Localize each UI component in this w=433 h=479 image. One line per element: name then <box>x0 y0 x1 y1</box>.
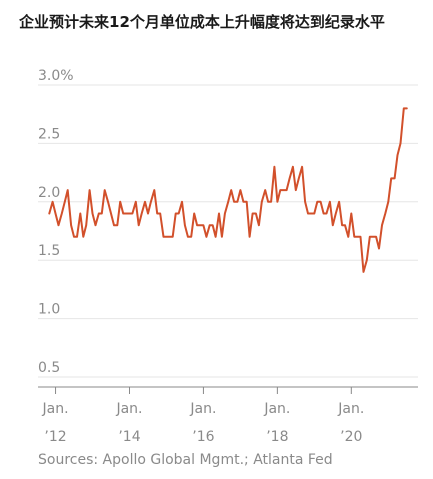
y-tick-label: 2.5 <box>38 126 60 142</box>
x-tick-label: ’14 <box>118 429 140 445</box>
source-note: Sources: Apollo Global Mgmt.; Atlanta Fe… <box>38 452 333 468</box>
x-tick-label: Jan. <box>337 401 364 417</box>
x-tick-label: Jan. <box>115 401 142 417</box>
series-line <box>48 107 408 273</box>
y-tick-label: 2.0 <box>38 185 60 201</box>
x-tick-label: ’16 <box>192 429 214 445</box>
x-tick-label: Jan. <box>189 401 216 417</box>
x-tick-label: ’12 <box>44 429 66 445</box>
y-tick-label: 0.5 <box>38 360 60 376</box>
grid-lines <box>38 84 418 378</box>
x-tick-label: ’18 <box>266 429 288 445</box>
y-tick-label: 3.0% <box>38 68 74 84</box>
y-tick-label: 1.5 <box>38 243 60 259</box>
x-axis: Jan. ’12 Jan. ’14 Jan. ’16 Jan. ’18 Jan. ’20 <box>38 386 418 445</box>
x-tick-label: Jan. <box>263 401 290 417</box>
chart-title: 企业预计未来12个月单位成本上升幅度将达到纪录水平 <box>19 13 385 31</box>
y-axis-ticks: 0.5 1.0 1.5 2.0 2.5 3.0% <box>38 68 74 376</box>
x-tick-label: ’20 <box>340 429 362 445</box>
series-layer <box>48 107 408 273</box>
x-tick-label: Jan. <box>42 401 69 417</box>
y-tick-label: 1.0 <box>38 302 60 318</box>
